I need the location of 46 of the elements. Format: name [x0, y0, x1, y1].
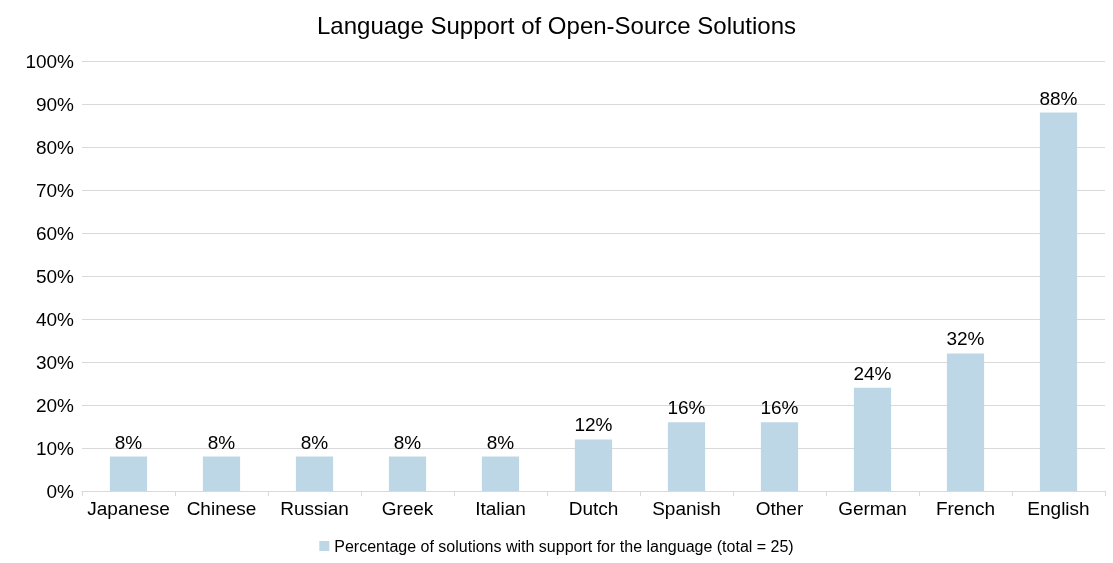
y-tick-label: 50%: [35, 265, 75, 287]
y-tick-label: 20%: [35, 394, 75, 416]
bar: [388, 456, 427, 491]
x-tick-label: Spanish: [652, 498, 721, 519]
data-label: 16%: [760, 397, 799, 419]
y-tick-label: 0%: [46, 480, 75, 502]
y-tick-label: 100%: [25, 50, 75, 72]
bar: [946, 353, 985, 491]
legend-label: Percentage of solutions with support for the language (total = 25): [334, 537, 794, 555]
bar: [667, 422, 706, 491]
y-tick-label: 90%: [35, 93, 75, 115]
x-tick-label: English: [1027, 498, 1090, 519]
x-tick-label: Other: [755, 498, 804, 519]
y-tick-label: 80%: [35, 136, 75, 158]
data-label: 8%: [114, 431, 143, 453]
x-tick-label: German: [838, 498, 907, 519]
bar: [1039, 112, 1078, 491]
bar: [760, 422, 799, 491]
data-label: 8%: [393, 431, 422, 453]
y-tick-label: 40%: [35, 308, 75, 330]
bar: [295, 456, 334, 491]
x-tick-label: Russian: [280, 498, 349, 519]
bar: [202, 456, 241, 491]
y-tick-label: 10%: [35, 437, 75, 459]
x-tick-label: Chinese: [186, 498, 257, 519]
x-tick-label: Dutch: [568, 498, 619, 519]
x-tick-label: French: [935, 498, 996, 519]
data-label: 24%: [853, 362, 892, 384]
y-tick-label: 60%: [35, 222, 75, 244]
bar: [574, 439, 613, 491]
data-label: 16%: [667, 397, 706, 419]
data-label: 8%: [486, 431, 515, 453]
y-tick-label: 70%: [35, 179, 75, 201]
bar: [853, 387, 892, 491]
x-tick-label: Japanese: [87, 498, 170, 519]
chart-title: Language Support of Open-Source Solutions: [316, 11, 797, 39]
data-label: 32%: [946, 328, 985, 350]
data-label: 12%: [574, 414, 613, 436]
data-label: 8%: [300, 431, 329, 453]
data-label: 88%: [1039, 87, 1078, 109]
bar: [481, 456, 520, 491]
bar: [109, 456, 148, 491]
x-tick-label: Greek: [381, 498, 434, 519]
data-label: 8%: [207, 431, 236, 453]
y-tick-label: 30%: [35, 351, 75, 373]
x-tick-label: Italian: [475, 498, 526, 519]
